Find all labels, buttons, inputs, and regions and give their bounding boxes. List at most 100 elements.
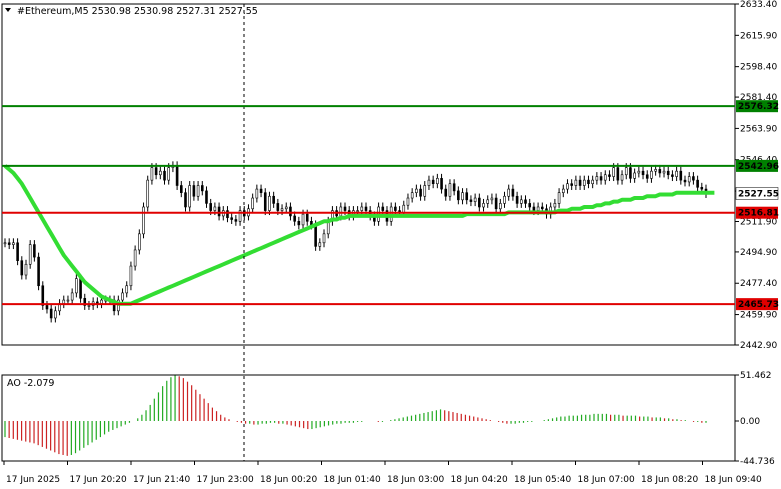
candle-body — [578, 179, 582, 186]
candle-body — [452, 183, 456, 192]
dropdown-triangle-icon[interactable] — [5, 8, 11, 12]
candle-body — [603, 174, 607, 181]
candle-body — [507, 188, 511, 197]
candle-body — [45, 305, 49, 310]
candle-body — [528, 203, 532, 208]
candle-body — [364, 206, 368, 211]
candle-body — [599, 176, 603, 181]
level-tag — [736, 159, 778, 172]
candle-body — [230, 217, 233, 220]
candle-body — [251, 197, 254, 210]
candle-body — [582, 179, 586, 186]
candle-body — [524, 199, 527, 204]
candle-body — [561, 188, 565, 193]
x-tick-label: 18 Jun 01:40 — [324, 475, 381, 485]
candle-body — [444, 188, 448, 197]
candle-body — [297, 221, 301, 226]
y-tick-label: 2615.90 — [740, 31, 777, 41]
candle-body — [624, 167, 628, 176]
candle-body — [650, 170, 653, 179]
y-tick-label: 2563.90 — [740, 124, 777, 134]
candle-body — [696, 179, 699, 188]
candle-body — [448, 183, 452, 197]
candle-body — [394, 206, 397, 211]
y-tick-label: 2459.90 — [740, 311, 777, 321]
candle-body — [574, 179, 578, 186]
candle-body — [200, 185, 204, 192]
price-pane-frame — [1, 3, 736, 346]
candle-body — [217, 206, 221, 217]
candle-body — [24, 263, 28, 276]
candle-body — [305, 213, 309, 222]
candle-body — [490, 197, 494, 201]
x-tick-label: 17 Jun 2025 — [6, 475, 60, 485]
candle-body — [520, 199, 523, 204]
x-tick-label: 18 Jun 04:20 — [451, 475, 508, 485]
candle-body — [7, 242, 11, 245]
candle-body — [289, 206, 292, 217]
candle-body — [159, 170, 162, 176]
ao-title: AO -2.079 — [7, 378, 54, 389]
candle-body — [482, 203, 485, 208]
candle-body — [700, 186, 704, 190]
candle-body — [293, 215, 296, 222]
candle-body — [356, 210, 359, 212]
candle-body — [3, 242, 7, 245]
candle-body — [322, 233, 326, 244]
candle-body — [213, 206, 217, 211]
candle-body — [255, 188, 259, 199]
candle-body — [209, 203, 212, 211]
candle-body — [687, 176, 691, 183]
candle-body — [121, 292, 124, 301]
candle-body — [457, 190, 460, 201]
candle-body — [167, 167, 171, 181]
candle-body — [12, 242, 15, 245]
candle-body — [683, 179, 687, 183]
candle-body — [272, 195, 275, 204]
y-tick-label: 2581.40 — [740, 93, 777, 103]
candle-body — [16, 242, 19, 261]
candle-body — [557, 192, 561, 204]
candle-body — [658, 169, 662, 174]
candle-body — [515, 195, 519, 204]
candle-body — [33, 244, 36, 258]
candle-body — [343, 206, 347, 211]
candle-body — [284, 206, 288, 210]
level-label: 2542.96 — [738, 162, 779, 172]
candle-body — [238, 210, 242, 222]
candle-body — [595, 176, 599, 181]
candle-body — [419, 188, 422, 197]
x-tick-label: 18 Jun 03:00 — [387, 475, 444, 485]
candle-body — [268, 195, 271, 211]
candle-body — [192, 185, 196, 197]
ao-pane[interactable] — [4, 375, 707, 456]
candle-body — [461, 192, 464, 201]
y-tick-label: 2598.40 — [740, 63, 777, 73]
candle-body — [163, 170, 166, 181]
candle-body — [427, 179, 431, 186]
candle-body — [179, 185, 183, 193]
candle-body — [138, 233, 141, 251]
candle-body — [184, 192, 187, 208]
y-tick-label: 2494.90 — [740, 248, 777, 258]
x-tick-label: 17 Jun 23:00 — [197, 475, 254, 485]
candle-body — [654, 169, 657, 172]
level-label: 2576.32 — [738, 102, 779, 112]
candle-body — [125, 285, 129, 294]
candle-body — [196, 185, 200, 197]
candle-body — [79, 278, 82, 299]
y-tick-label: 2477.40 — [740, 279, 777, 289]
candle-body — [415, 188, 418, 193]
candle-body — [205, 190, 208, 204]
candle-body — [276, 203, 280, 211]
candle-body — [410, 192, 414, 199]
candle-body — [616, 167, 620, 181]
x-tick-label: 18 Jun 09:40 — [705, 475, 762, 485]
candle-body — [423, 185, 427, 197]
candle-body — [142, 206, 145, 235]
candle-body — [301, 213, 305, 226]
candle-body — [146, 179, 150, 208]
